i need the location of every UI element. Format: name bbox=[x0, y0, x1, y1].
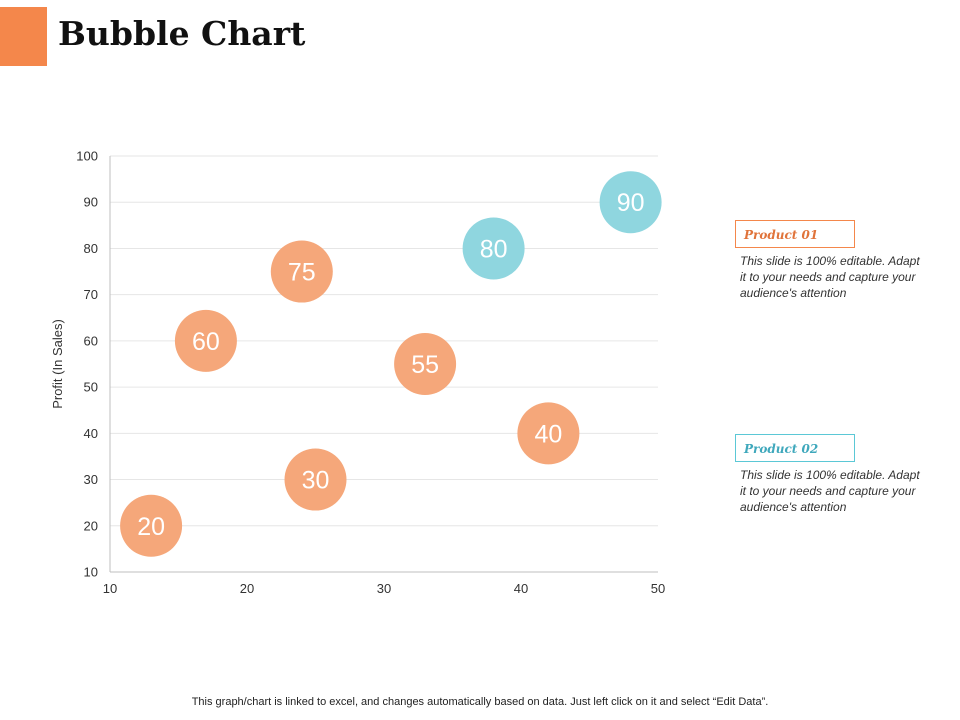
title-accent-block bbox=[0, 7, 47, 66]
y-tick-label-100: 100 bbox=[76, 149, 98, 164]
x-tick-label-20: 20 bbox=[240, 581, 254, 596]
bubble-label-s1-60: 60 bbox=[192, 328, 220, 356]
x-tick-label-10: 10 bbox=[103, 581, 117, 596]
bubble-label-s1-20: 20 bbox=[137, 513, 165, 541]
footer-note: This graph/chart is linked to excel, and… bbox=[191, 696, 769, 708]
bubble-label-s1-75: 75 bbox=[288, 259, 316, 287]
bubble-s1-40 bbox=[517, 402, 580, 465]
x-tick-label-50: 50 bbox=[651, 581, 665, 596]
bubble-s1-75 bbox=[270, 240, 333, 303]
bubble-s2-90 bbox=[599, 171, 662, 234]
x-tick-label-30: 30 bbox=[377, 581, 391, 596]
bubble-s1-30 bbox=[284, 448, 347, 511]
y-tick-label-70: 70 bbox=[84, 287, 98, 302]
y-axis-title: Profit (In Sales) bbox=[50, 319, 65, 409]
y-tick-label-80: 80 bbox=[84, 241, 98, 256]
bubble-label-s2-80: 80 bbox=[480, 235, 508, 263]
x-tick-label-40: 40 bbox=[514, 581, 528, 596]
legend-product-02-description: This slide is 100% editable. Adapt it to… bbox=[740, 468, 920, 514]
legend-product-01-description: This slide is 100% editable. Adapt it to… bbox=[740, 254, 920, 300]
bubble-s1-20 bbox=[120, 494, 183, 557]
y-tick-label-10: 10 bbox=[84, 565, 98, 580]
y-tick-label-40: 40 bbox=[84, 426, 98, 441]
legend-product-02: Product 02 bbox=[735, 434, 855, 462]
y-tick-label-90: 90 bbox=[84, 195, 98, 210]
slide-title: Bubble Chart bbox=[58, 14, 306, 53]
y-tick-label-30: 30 bbox=[84, 472, 98, 487]
bubble-label-s1-30: 30 bbox=[302, 467, 330, 495]
y-tick-label-60: 60 bbox=[84, 333, 98, 348]
bubble-label-s2-90: 90 bbox=[617, 189, 645, 217]
bubble-s1-55 bbox=[394, 333, 457, 395]
bubble-s2-80 bbox=[462, 217, 525, 280]
y-tick-label-50: 50 bbox=[84, 380, 98, 395]
legend-product-02-label: Product 02 bbox=[744, 442, 819, 456]
bubble-label-s1-55: 55 bbox=[411, 351, 439, 379]
legend-product-01: Product 01 bbox=[735, 220, 855, 248]
legend-product-01-label: Product 01 bbox=[744, 228, 819, 242]
bubble-label-s1-40: 40 bbox=[534, 420, 562, 448]
y-tick-label-20: 20 bbox=[84, 518, 98, 533]
bubble-s1-60 bbox=[174, 309, 237, 372]
